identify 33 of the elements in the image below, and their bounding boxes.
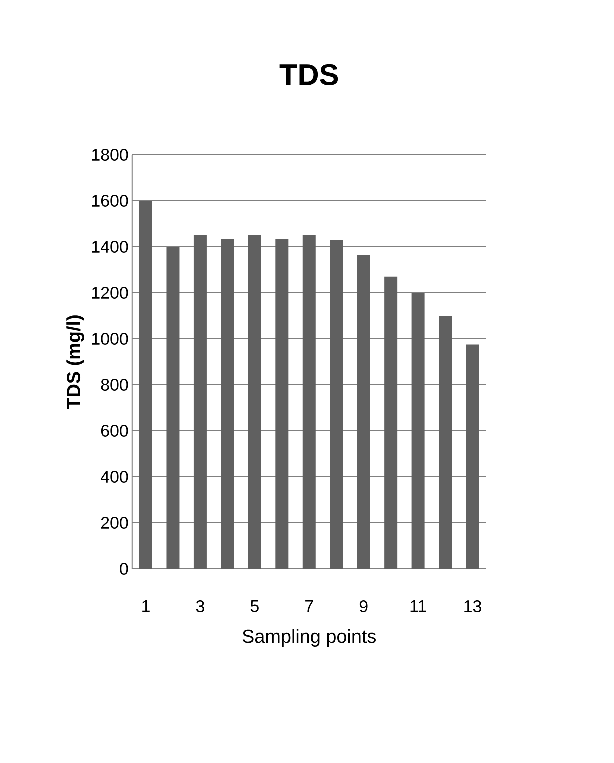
bar	[357, 255, 370, 569]
y-tick-label: 400	[100, 470, 128, 483]
bar	[140, 200, 152, 569]
chart-title: TDS	[280, 64, 338, 86]
bar	[166, 246, 180, 569]
y-tick-label: 1000	[92, 332, 128, 345]
x-tick-label: 5	[250, 600, 259, 612]
y-tick-label: 1400	[92, 240, 128, 253]
bar	[221, 238, 234, 569]
bar	[302, 235, 316, 569]
y-tick-label: 0	[120, 562, 128, 575]
bar	[276, 238, 289, 569]
bar	[439, 316, 452, 569]
bar	[248, 235, 262, 569]
x-tick-label: 1	[142, 600, 150, 612]
bar	[330, 240, 344, 569]
x-tick-label: 7	[306, 600, 314, 612]
y-tick-label: 600	[101, 424, 128, 437]
bar	[194, 235, 207, 569]
y-tick-label: 1800	[92, 148, 128, 161]
bar	[384, 276, 398, 569]
x-tick-label: 9	[360, 600, 368, 613]
x-tick-label: 11	[410, 600, 426, 612]
y-tick-label: 800	[101, 378, 128, 391]
y-tick-label: 1600	[92, 194, 128, 207]
x-axis-title: Sampling points	[242, 629, 376, 647]
x-tick-label: 3	[196, 600, 204, 613]
y-tick-label: 1200	[92, 286, 128, 299]
y-axis-title: TDS (mg/l)	[66, 316, 84, 410]
bar	[412, 292, 425, 569]
bar	[466, 344, 480, 569]
x-tick-label: 13	[464, 600, 482, 613]
y-tick-label: 200	[101, 516, 128, 529]
